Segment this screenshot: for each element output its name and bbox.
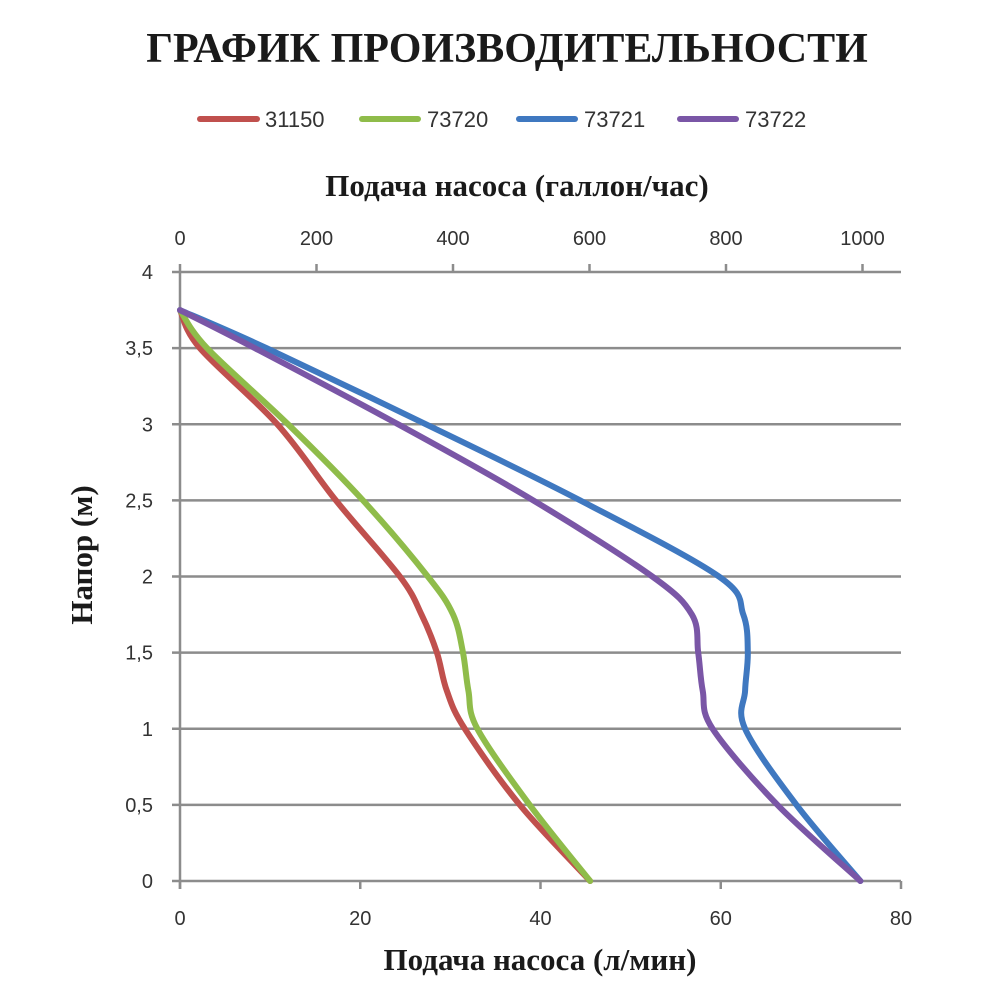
chart-title: ГРАФИК ПРОИЗВОДИТЕЛЬНОСТИ [146, 26, 868, 72]
x-tick-label: 20 [349, 908, 371, 930]
x2-tick-label: 200 [300, 228, 333, 250]
y-tick-label: 3,5 [125, 338, 153, 360]
legend-item-73722: 73722 [677, 107, 806, 132]
y-tick-label: 2 [142, 567, 153, 589]
legend-item-31150: 31150 [197, 107, 325, 132]
legend: 31150 73720 73721 73722 [197, 107, 806, 132]
x-tick-label: 40 [529, 908, 551, 930]
y-tick-label: 4 [142, 262, 153, 284]
series-line-73721 [177, 307, 864, 884]
x-tick-label: 60 [710, 908, 732, 930]
left-axis-ticks: 0 0,5 1 1,5 2 2,5 3 3,5 4 [125, 262, 153, 893]
x-tick-label: 80 [890, 908, 912, 930]
y-tick-label: 0 [142, 871, 153, 893]
top-axis-label: Подача насоса (галлон/час) [325, 168, 708, 203]
x2-tick-label: 800 [709, 228, 742, 250]
top-axis-ticks: 0 200 400 600 800 1000 [174, 228, 885, 272]
x-tick-label: 0 [174, 908, 185, 930]
series-line-73720 [177, 307, 594, 884]
legend-label: 73721 [584, 107, 645, 132]
x2-tick-label: 400 [436, 228, 469, 250]
bottom-axis-label: Подача насоса (л/мин) [384, 942, 697, 977]
x2-tick-label: 600 [573, 228, 606, 250]
x2-tick-label: 1000 [840, 228, 885, 250]
gridlines [172, 270, 901, 889]
legend-label: 31150 [265, 107, 325, 132]
left-axis-label: Напор (м) [64, 485, 99, 624]
bottom-axis-ticks: 0 20 40 60 80 [174, 881, 912, 930]
legend-item-73720: 73720 [359, 107, 488, 132]
y-tick-label: 3 [142, 414, 153, 436]
series-lines [177, 307, 864, 884]
legend-label: 73722 [745, 107, 806, 132]
y-tick-label: 1,5 [125, 643, 153, 665]
y-tick-label: 2,5 [125, 490, 153, 512]
series-line-73722 [177, 307, 864, 884]
legend-item-73721: 73721 [516, 107, 645, 132]
x2-tick-label: 0 [174, 228, 185, 250]
y-tick-label: 0,5 [125, 795, 153, 817]
y-tick-label: 1 [142, 719, 153, 741]
series-line-31150 [177, 307, 594, 884]
legend-label: 73720 [427, 107, 488, 132]
